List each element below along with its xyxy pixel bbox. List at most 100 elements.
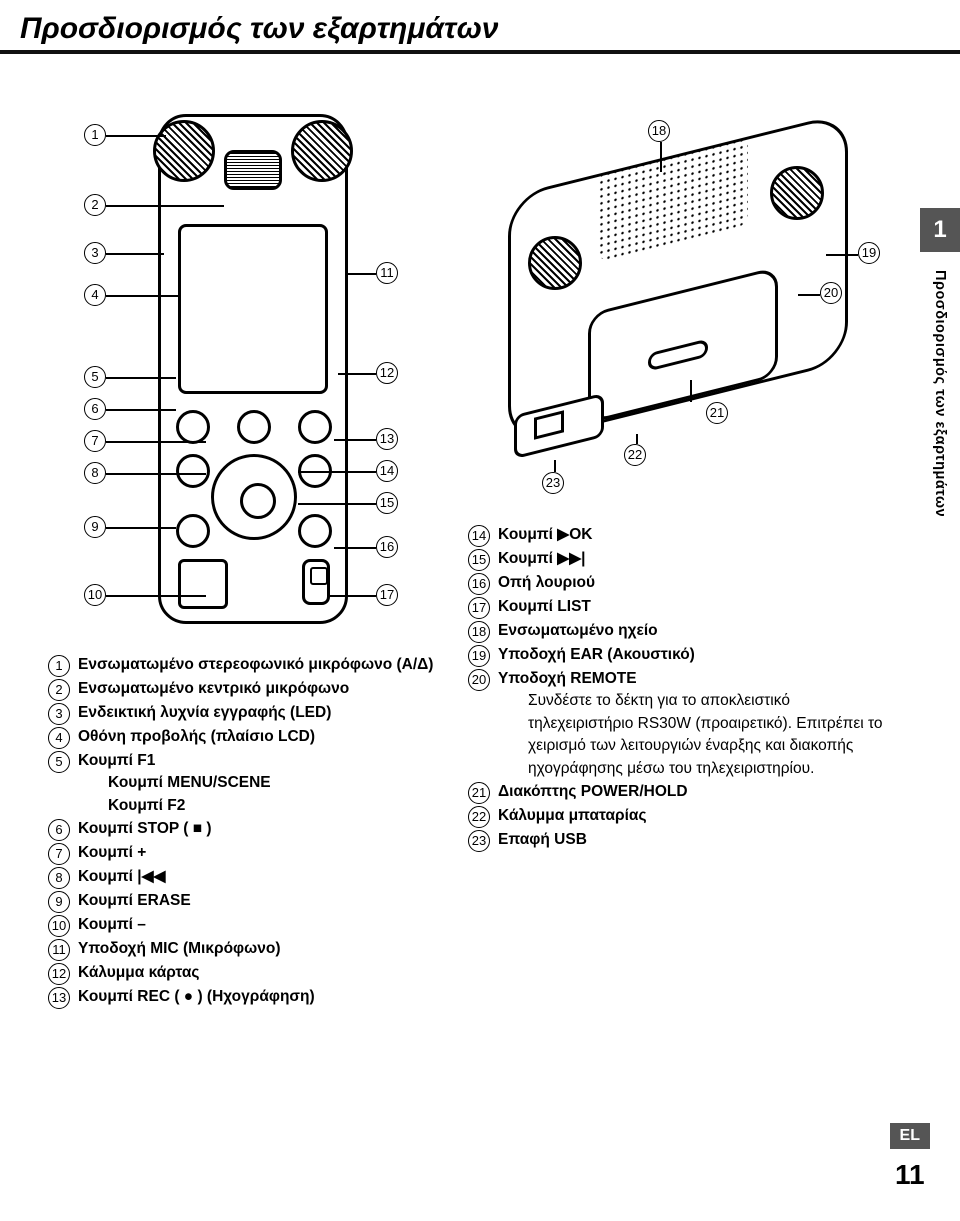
item-note: Συνδέστε το δέκτη για το αποκλειστικό τη… bbox=[528, 690, 888, 780]
item-text: Κάλυμμα μπαταρίας bbox=[498, 805, 647, 827]
list-item: 6 Κουμπί STOP ( ■ ) bbox=[48, 818, 458, 841]
list-item: 8 Κουμπί |◀◀ bbox=[48, 866, 458, 889]
list-item: 14 Κουμπί ▶OK bbox=[468, 524, 888, 547]
center-mic bbox=[224, 150, 282, 190]
callout-13: 13 bbox=[376, 428, 398, 450]
item-number: 8 bbox=[48, 867, 70, 889]
leader-line bbox=[106, 253, 164, 255]
leader-line bbox=[690, 380, 692, 402]
chapter-title-vertical: Προσδιορισμός των εξαρτημάτων bbox=[932, 270, 948, 517]
list-item: 10 Κουμπί – bbox=[48, 914, 458, 937]
item-number: 10 bbox=[48, 915, 70, 937]
leader-line bbox=[636, 434, 638, 444]
back-diagram: 181920212223 bbox=[468, 114, 888, 514]
leader-line bbox=[338, 373, 376, 375]
item-text: Διακόπτης POWER/HOLD bbox=[498, 781, 688, 803]
list-item: 11 Υποδοχή MIC (Μικρόφωνο) bbox=[48, 938, 458, 961]
callout-9: 9 bbox=[84, 516, 106, 538]
list-item: 23Επαφή USB bbox=[468, 829, 888, 852]
callout-2: 2 bbox=[84, 194, 106, 216]
right-column: 181920212223 14Κουμπί ▶OK15Κουμπί ▶▶|16Ο… bbox=[468, 84, 888, 1010]
item-text: Οπή λουριού bbox=[498, 572, 595, 594]
leader-line bbox=[330, 595, 376, 597]
callout-17: 17 bbox=[376, 584, 398, 606]
item-text: Ενσωματωμένο ηχείο bbox=[498, 620, 658, 642]
item-number: 14 bbox=[468, 525, 490, 547]
item-number: 17 bbox=[468, 597, 490, 619]
list-item: 12Κάλυμμα κάρτας bbox=[48, 962, 458, 985]
callout-20: 20 bbox=[820, 282, 842, 304]
page-number: 11 bbox=[890, 1159, 930, 1191]
item-number: 20 bbox=[468, 669, 490, 691]
lcd-screen bbox=[178, 224, 328, 394]
list-item: 16Οπή λουριού bbox=[468, 572, 888, 595]
leader-line bbox=[798, 294, 820, 296]
btn-erase bbox=[176, 514, 210, 548]
item-text: Ενσωματωμένο στερεοφωνικό μικρόφωνο (Α/Δ… bbox=[78, 654, 433, 676]
callout-18: 18 bbox=[648, 120, 670, 142]
callout-21: 21 bbox=[706, 402, 728, 424]
back-mic-right bbox=[770, 166, 824, 220]
item-text: Υποδοχή REMOTEΣυνδέστε το δέκτη για το α… bbox=[498, 668, 888, 780]
chapter-number-box: 1 bbox=[920, 208, 960, 252]
list-item: 9Κουμπί ERASE bbox=[48, 890, 458, 913]
leader-line bbox=[298, 503, 376, 505]
item-text: Οθόνη προβολής (πλαίσιο LCD) bbox=[78, 726, 315, 748]
item-number: 12 bbox=[48, 963, 70, 985]
item-text: Κουμπί – bbox=[78, 914, 146, 936]
item-number: 19 bbox=[468, 645, 490, 667]
page-title: Προσδιορισμός των εξαρτημάτων bbox=[20, 12, 960, 46]
item-text: Κουμπί ▶▶| bbox=[498, 548, 585, 570]
item-text: Ενσωματωμένο κεντρικό μικρόφωνο bbox=[78, 678, 349, 700]
callout-4: 4 bbox=[84, 284, 106, 306]
btn-f1 bbox=[176, 410, 210, 444]
back-mic-left bbox=[528, 236, 582, 290]
item-text: Κουμπί |◀◀ bbox=[78, 866, 165, 888]
item-number: 23 bbox=[468, 830, 490, 852]
content-wrap: 1234567891011121314151617 1Ενσωματωμένο … bbox=[0, 84, 960, 1010]
callout-15: 15 bbox=[376, 492, 398, 514]
item-number: 21 bbox=[468, 782, 490, 804]
item-number: 11 bbox=[48, 939, 70, 961]
list-item: 19 Υποδοχή EAR (Ακουστικό) bbox=[468, 644, 888, 667]
item-text: Κουμπί ▶OK bbox=[498, 524, 592, 546]
leader-line bbox=[106, 295, 178, 297]
title-underline bbox=[0, 50, 960, 54]
leader-line bbox=[554, 460, 556, 472]
item-text: Κουμπί + bbox=[78, 842, 146, 864]
callout-22: 22 bbox=[624, 444, 646, 466]
parts-list-right: 14Κουμπί ▶OK15Κουμπί ▶▶|16Οπή λουριού17Κ… bbox=[468, 524, 888, 852]
leader-line bbox=[660, 142, 662, 172]
item-text: Κουμπί LIST bbox=[498, 596, 591, 618]
item-number: 9 bbox=[48, 891, 70, 913]
item-number: 18 bbox=[468, 621, 490, 643]
callout-14: 14 bbox=[376, 460, 398, 482]
item-text: Υποδοχή MIC (Μικρόφωνο) bbox=[78, 938, 280, 960]
card-slot bbox=[178, 559, 228, 609]
list-item: 3Ενδεικτική λυχνία εγγραφής (LED) bbox=[48, 702, 458, 725]
list-item: 18 Ενσωματωμένο ηχείο bbox=[468, 620, 888, 643]
front-diagram: 1234567891011121314151617 bbox=[48, 84, 408, 644]
callout-8: 8 bbox=[84, 462, 106, 484]
leader-line bbox=[106, 135, 166, 137]
hold-switch bbox=[302, 559, 330, 605]
btn-menu bbox=[237, 410, 271, 444]
list-item: 13Κουμπί REC ( ● ) (Ηχογράφηση) bbox=[48, 986, 458, 1009]
item-number: 22 bbox=[468, 806, 490, 828]
callout-23: 23 bbox=[542, 472, 564, 494]
item-text: Κουμπί STOP ( ■ ) bbox=[78, 818, 212, 840]
leader-line bbox=[298, 471, 376, 473]
list-item: 21 Διακόπτης POWER/HOLD bbox=[468, 781, 888, 804]
item-text: Υποδοχή EAR (Ακουστικό) bbox=[498, 644, 695, 666]
item-number: 4 bbox=[48, 727, 70, 749]
leader-line bbox=[106, 409, 176, 411]
list-item: 5Κουμπί F1Κουμπί MENU/SCENEΚουμπί F2 bbox=[48, 750, 458, 817]
parts-list-left: 1Ενσωματωμένο στερεοφωνικό μικρόφωνο (Α/… bbox=[48, 654, 458, 1009]
chapter-tab: 1 Προσδιορισμός των εξαρτημάτων bbox=[920, 208, 960, 517]
btn-rec bbox=[298, 514, 332, 548]
leader-line bbox=[334, 547, 376, 549]
item-number: 6 bbox=[48, 819, 70, 841]
list-item: 17 Κουμπί LIST bbox=[468, 596, 888, 619]
callout-16: 16 bbox=[376, 536, 398, 558]
item-number: 3 bbox=[48, 703, 70, 725]
